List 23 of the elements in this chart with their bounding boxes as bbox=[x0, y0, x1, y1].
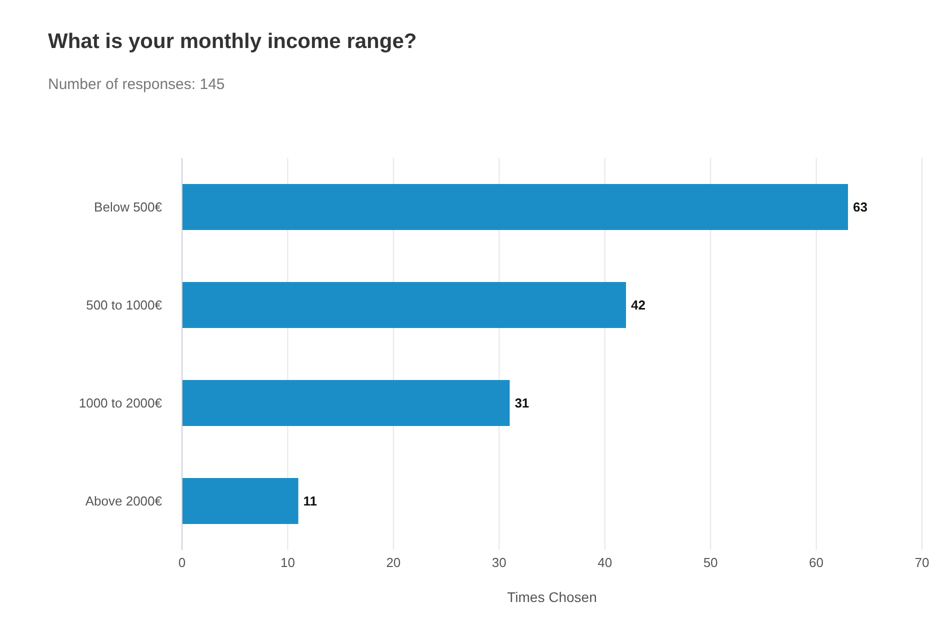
x-tick-label: 70 bbox=[914, 555, 930, 570]
x-tick-label: 0 bbox=[178, 555, 186, 570]
bar bbox=[182, 282, 626, 328]
data-label: 31 bbox=[514, 396, 530, 411]
data-label: 11 bbox=[303, 494, 318, 509]
y-tick-label: Above 2000€ bbox=[85, 494, 163, 509]
x-tick-label: 30 bbox=[492, 555, 506, 570]
bar bbox=[182, 478, 298, 524]
x-tick-label: 40 bbox=[598, 555, 612, 570]
y-tick-label: 1000 to 2000€ bbox=[78, 396, 163, 411]
chart-title: What is your monthly income range? bbox=[48, 30, 417, 54]
x-axis-title: Times Chosen bbox=[507, 589, 597, 605]
data-label: 42 bbox=[631, 298, 646, 313]
bar bbox=[182, 184, 848, 230]
data-label: 63 bbox=[853, 200, 868, 215]
y-tick-label: 500 to 1000€ bbox=[86, 298, 163, 313]
x-tick-label: 60 bbox=[809, 555, 824, 570]
bar bbox=[182, 380, 510, 426]
x-tick-label: 10 bbox=[280, 555, 295, 570]
x-tick-label: 50 bbox=[703, 555, 718, 570]
x-tick-label: 20 bbox=[386, 555, 401, 570]
chart-subtitle: Number of responses: 145 bbox=[48, 76, 225, 93]
y-tick-label: Below 500€ bbox=[94, 200, 163, 215]
